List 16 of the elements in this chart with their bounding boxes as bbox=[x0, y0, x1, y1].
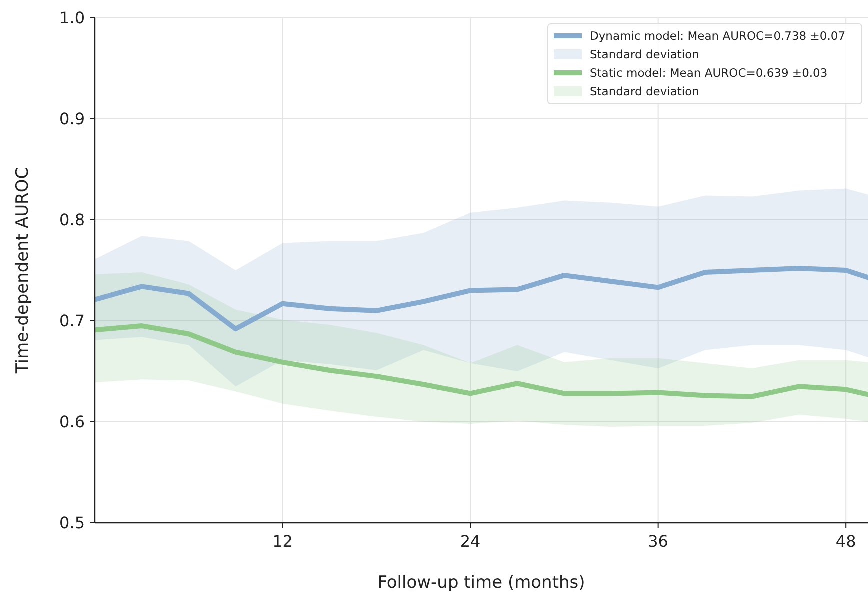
y-axis-title: Time-dependent AUROC bbox=[13, 167, 33, 375]
y-tick-label: 0.8 bbox=[60, 210, 85, 230]
y-tick-label: 0.9 bbox=[60, 110, 85, 129]
x-tick-label: 12 bbox=[272, 532, 293, 551]
y-tick-label: 0.6 bbox=[60, 412, 85, 432]
x-axis-title: Follow-up time (months) bbox=[378, 573, 586, 593]
y-tick-label: 0.7 bbox=[60, 312, 85, 331]
legend-label: Dynamic model: Mean AUROC=0.738 ±0.07 bbox=[590, 29, 846, 44]
legend-label: Static model: Mean AUROC=0.639 ±0.03 bbox=[590, 66, 828, 80]
x-tick-label: 24 bbox=[460, 532, 481, 551]
y-tick-label: 1.0 bbox=[60, 8, 85, 28]
annotation: Standard deviation bbox=[590, 48, 700, 62]
x-tick-label: 36 bbox=[648, 532, 668, 551]
y-tick-label: 0.5 bbox=[60, 514, 85, 533]
annotation: Standard deviation bbox=[590, 84, 700, 99]
x-tick-label: 48 bbox=[836, 532, 856, 551]
